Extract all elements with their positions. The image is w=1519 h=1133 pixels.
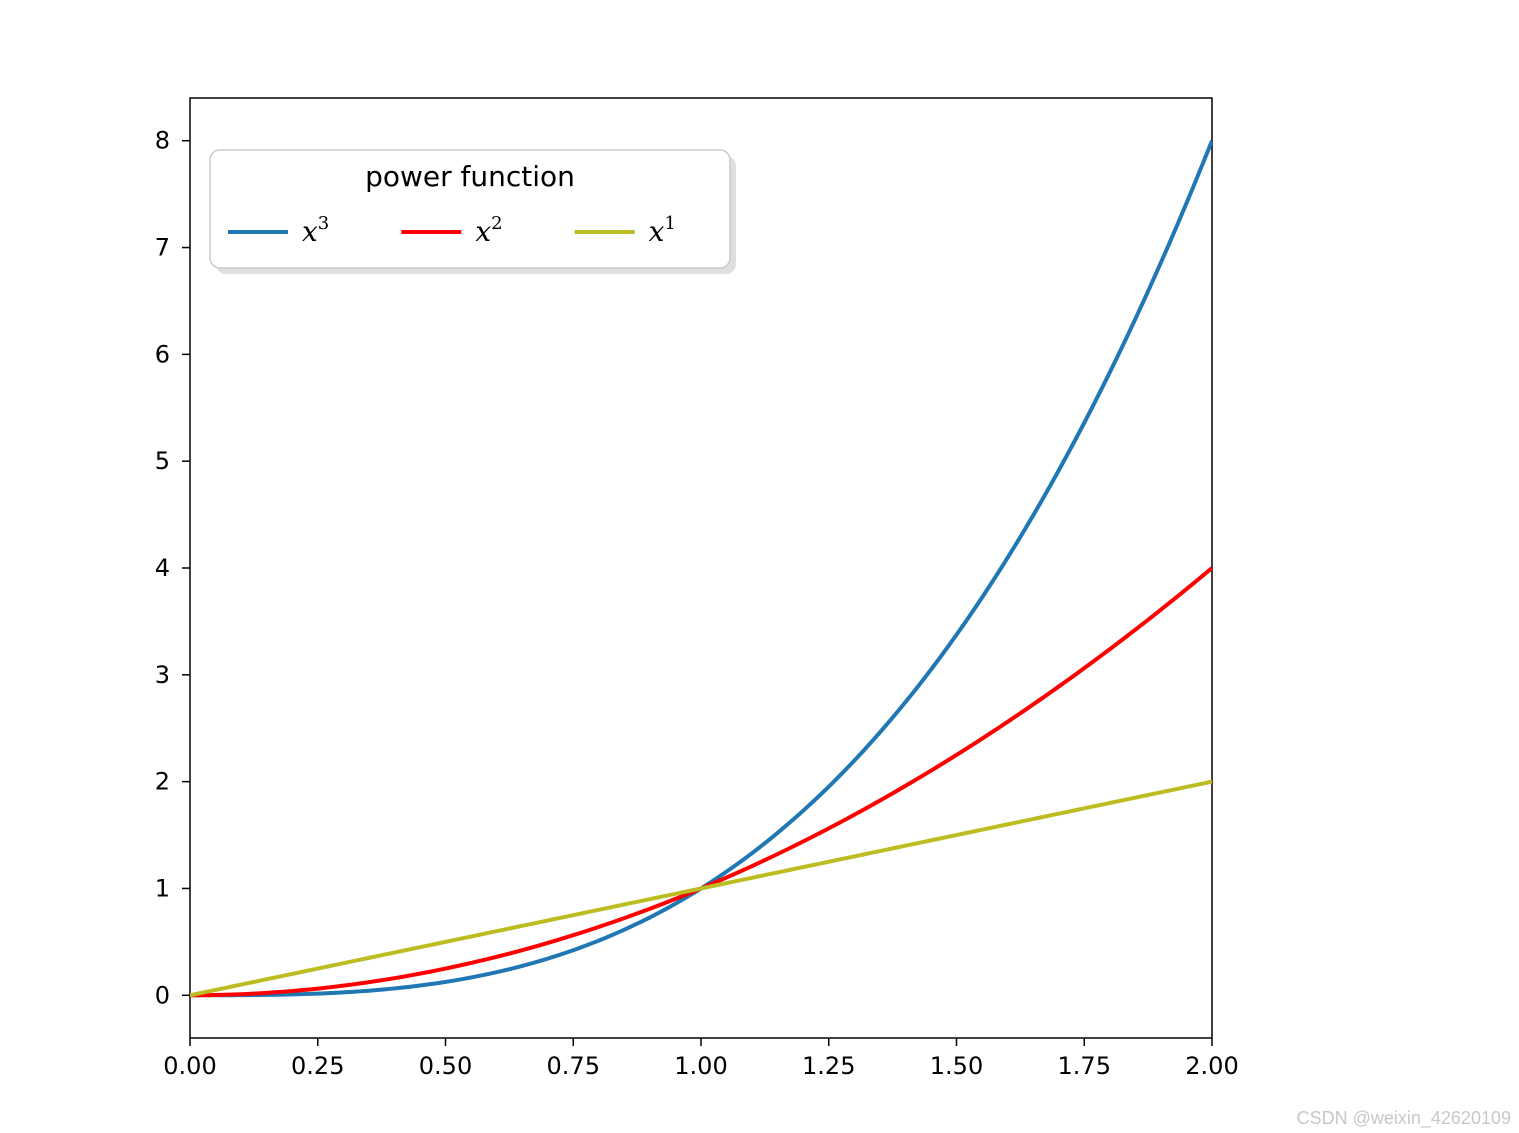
x-tick-label: 2.00: [1185, 1052, 1238, 1080]
series-x^1: [190, 782, 1212, 996]
y-tick-label: 0: [155, 981, 170, 1009]
y-tick-label: 1: [155, 874, 170, 902]
y-tick-label: 3: [155, 661, 170, 689]
x-tick-label: 0.00: [163, 1052, 216, 1080]
x-tick-label: 0.25: [291, 1052, 344, 1080]
x-tick-label: 1.50: [930, 1052, 983, 1080]
legend-title: power function: [365, 160, 575, 193]
watermark-text: CSDN @weixin_42620109: [1297, 1108, 1511, 1129]
y-tick-label: 7: [155, 234, 170, 262]
x-tick-label: 0.75: [547, 1052, 600, 1080]
series-x^2: [190, 568, 1212, 995]
y-tick-label: 6: [155, 340, 170, 368]
chart-svg: 0.00 0.25 0.50 0.75 1.00 1.25 1.50 1.75 2.00 0 1 2 3…: [0, 0, 1519, 1133]
x-tick-label: 1.00: [674, 1052, 727, 1080]
x-tick-label: 1.75: [1058, 1052, 1111, 1080]
y-tick-label: 5: [155, 447, 170, 475]
x-tick-label: 1.25: [802, 1052, 855, 1080]
y-tick-label: 2: [155, 768, 170, 796]
y-tick-label: 4: [155, 554, 170, 582]
power-function-chart: 0.00 0.25 0.50 0.75 1.00 1.25 1.50 1.75 2.00 0 1 2 3…: [0, 0, 1519, 1133]
y-tick-label: 8: [155, 127, 170, 155]
x-tick-label: 0.50: [419, 1052, 472, 1080]
